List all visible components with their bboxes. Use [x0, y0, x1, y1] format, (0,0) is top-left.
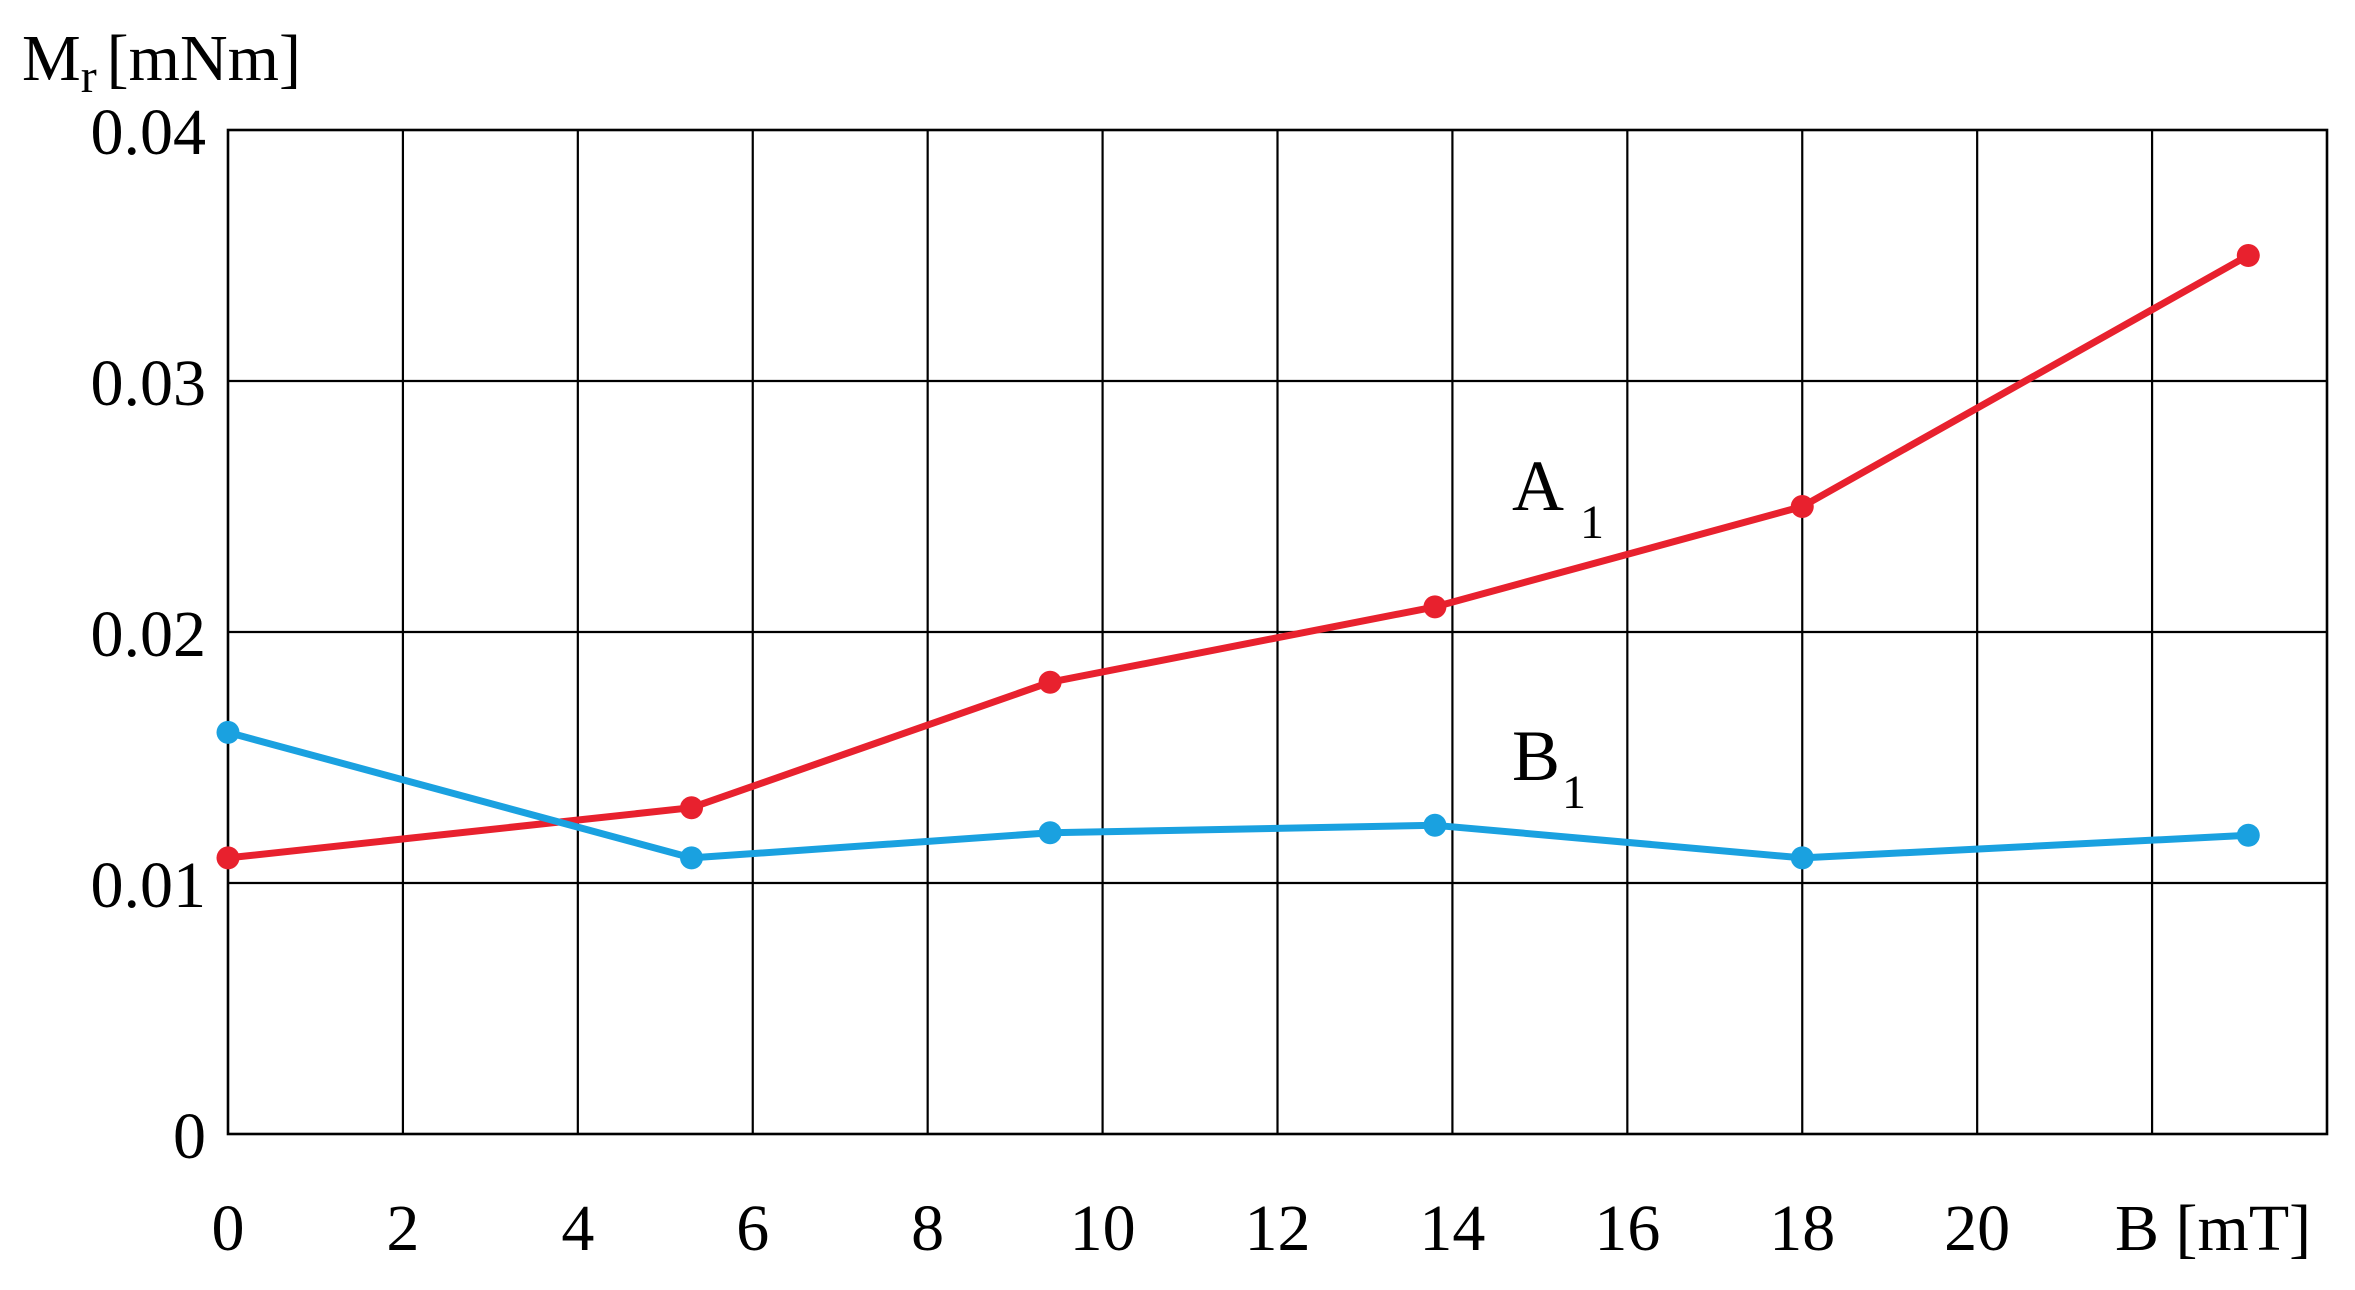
y-axis-title-unit: [mNm]	[107, 22, 301, 95]
x-tick-label: 18	[1769, 1192, 1835, 1265]
x-tick-label: 10	[1070, 1192, 1136, 1265]
x-tick-label: 14	[1419, 1192, 1485, 1265]
plot-frame	[226, 128, 2329, 1136]
data-point-a1	[1423, 595, 1447, 619]
y-tick-label: 0.03	[91, 347, 207, 420]
tick-labels: 0 2 4 6 8 10 12 14 16 18 20 0 0.01 0.02 0.03 0.04	[91, 96, 2011, 1265]
x-tick-label: 8	[911, 1192, 944, 1265]
y-axis-title-sub: r	[81, 50, 97, 103]
series-label-a1-sub: 1	[1580, 496, 1604, 549]
x-tick-label: 6	[736, 1192, 769, 1265]
data-point-a1	[216, 846, 240, 870]
x-tick-label: 12	[1245, 1192, 1311, 1265]
series-label-b1-sub: 1	[1562, 766, 1586, 819]
data-point-b1	[1038, 821, 1062, 845]
data-point-a1	[1038, 670, 1062, 694]
y-tick-label: 0	[173, 1100, 206, 1173]
x-tick-label: 0	[212, 1192, 245, 1265]
x-tick-label: 20	[1944, 1192, 2010, 1265]
x-tick-label: 16	[1594, 1192, 1660, 1265]
data-point-b1	[2236, 823, 2260, 847]
y-axis-title: Mr [mNm]	[22, 22, 301, 103]
data-point-a1	[1790, 495, 1814, 518]
grid	[228, 130, 2327, 1134]
x-tick-label: 2	[386, 1192, 419, 1265]
y-tick-label: 0.01	[91, 849, 207, 922]
series-line-a1	[224, 252, 2252, 862]
y-tick-label: 0.04	[91, 96, 207, 169]
data-point-a1	[2236, 244, 2260, 267]
data-point-b1	[1790, 846, 1814, 870]
x-tick-label: 4	[561, 1192, 594, 1265]
data-point-b1	[680, 846, 704, 870]
series-line-b1	[224, 728, 2252, 862]
y-axis-title-main: M	[22, 22, 81, 95]
series-layer	[216, 244, 2260, 870]
data-point-b1	[216, 720, 240, 744]
x-axis-title: B [mT]	[2115, 1192, 2311, 1265]
data-point-a1	[680, 796, 704, 820]
series-label-a1-main: A	[1512, 446, 1564, 526]
series-label-b1-main: B	[1512, 716, 1560, 796]
data-point-b1	[1423, 813, 1447, 837]
series-label-b1: B1	[1512, 716, 1586, 819]
y-tick-label: 0.02	[91, 598, 207, 671]
